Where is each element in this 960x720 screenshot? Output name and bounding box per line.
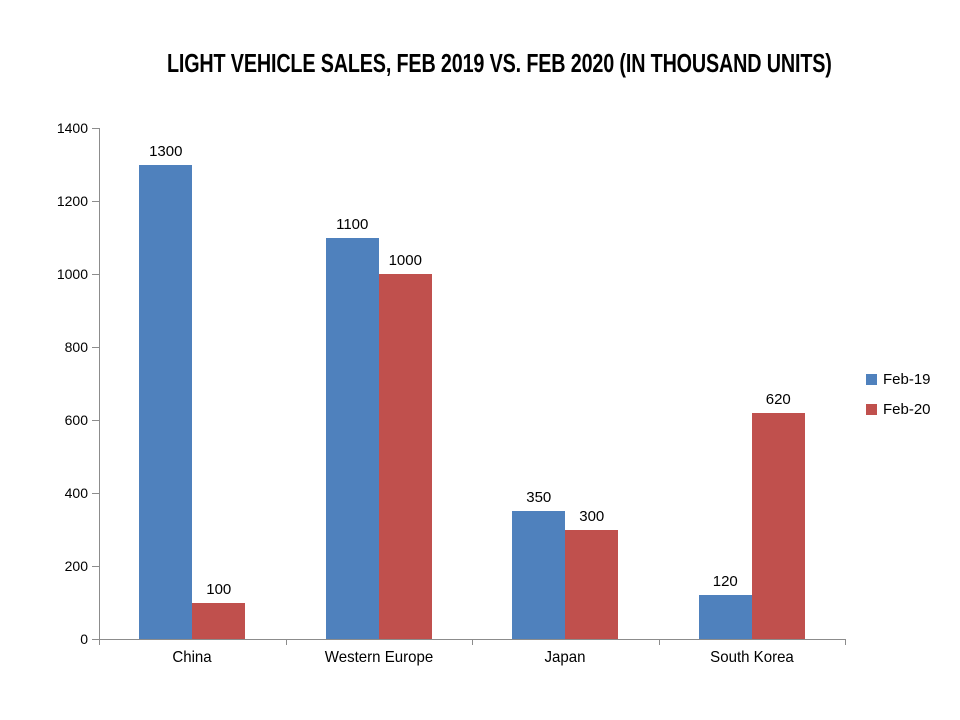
category-label-china: China — [172, 649, 212, 666]
data-label-feb-19-china: 1300 — [149, 142, 183, 160]
bar-feb-19-japan — [512, 511, 566, 639]
bar-feb-19-western-europe — [325, 237, 379, 639]
data-label-feb-20-western-europe: 1000 — [388, 252, 422, 269]
legend-item-feb-20: Feb-20 — [866, 400, 931, 418]
y-axis-tick-label: 1000 — [56, 266, 88, 282]
y-tick — [92, 638, 99, 640]
legend-swatch-feb-20 — [866, 403, 877, 415]
y-axis-tick-label: 1400 — [56, 120, 88, 136]
y-tick — [92, 200, 99, 202]
x-tick — [658, 639, 660, 645]
legend-item-feb-19: Feb-19 — [866, 370, 931, 388]
bar-feb-19-south-korea — [698, 595, 752, 639]
data-label-feb-20-japan: 300 — [579, 507, 605, 525]
data-label-feb-20-south-korea: 620 — [765, 390, 791, 408]
legend-label-feb-19: Feb-19 — [883, 370, 931, 388]
data-label-feb-19-japan: 350 — [526, 489, 552, 507]
x-tick — [472, 639, 473, 645]
category-label-japan: Japan — [544, 649, 586, 666]
category-label-south-korea: South Korea — [709, 649, 794, 666]
y-axis-line — [99, 128, 100, 639]
chart-title: LIGHT VEHICLE SALES, FEB 2019 VS. FEB 20… — [0, 48, 960, 79]
bar-feb-20-south-korea — [751, 412, 805, 639]
legend-swatch-feb-19 — [866, 373, 877, 385]
y-axis-tick-label: 0 — [80, 631, 88, 647]
y-tick — [92, 127, 99, 129]
legend: Feb-19 Feb-20 — [866, 370, 931, 430]
y-tick — [92, 419, 99, 421]
x-tick — [285, 639, 287, 645]
y-tick — [92, 346, 99, 348]
y-axis-tick-label: 200 — [64, 558, 88, 574]
x-tick — [99, 639, 100, 645]
y-axis-tick-label: 400 — [64, 485, 88, 501]
y-tick — [92, 273, 99, 275]
data-label-feb-19-south-korea: 120 — [712, 573, 738, 591]
data-label-feb-20-china: 100 — [206, 580, 232, 598]
y-axis-tick-label: 800 — [64, 339, 88, 355]
bar-feb-20-japan — [565, 529, 619, 639]
chart-title-text: LIGHT VEHICLE SALES, FEB 2019 VS. FEB 20… — [166, 48, 832, 78]
y-tick — [92, 492, 99, 494]
bar-feb-20-western-europe — [378, 274, 432, 639]
y-axis-tick-label: 600 — [64, 412, 88, 428]
legend-label-feb-20: Feb-20 — [883, 400, 931, 418]
bar-feb-20-china — [192, 602, 246, 639]
category-label-western-europe: Western Europe — [324, 649, 433, 666]
y-axis-tick-label: 1200 — [56, 193, 88, 209]
bar-feb-19-china — [139, 164, 193, 639]
y-tick — [92, 565, 99, 567]
data-label-feb-19-western-europe: 1100 — [336, 215, 369, 233]
x-tick — [845, 639, 846, 645]
